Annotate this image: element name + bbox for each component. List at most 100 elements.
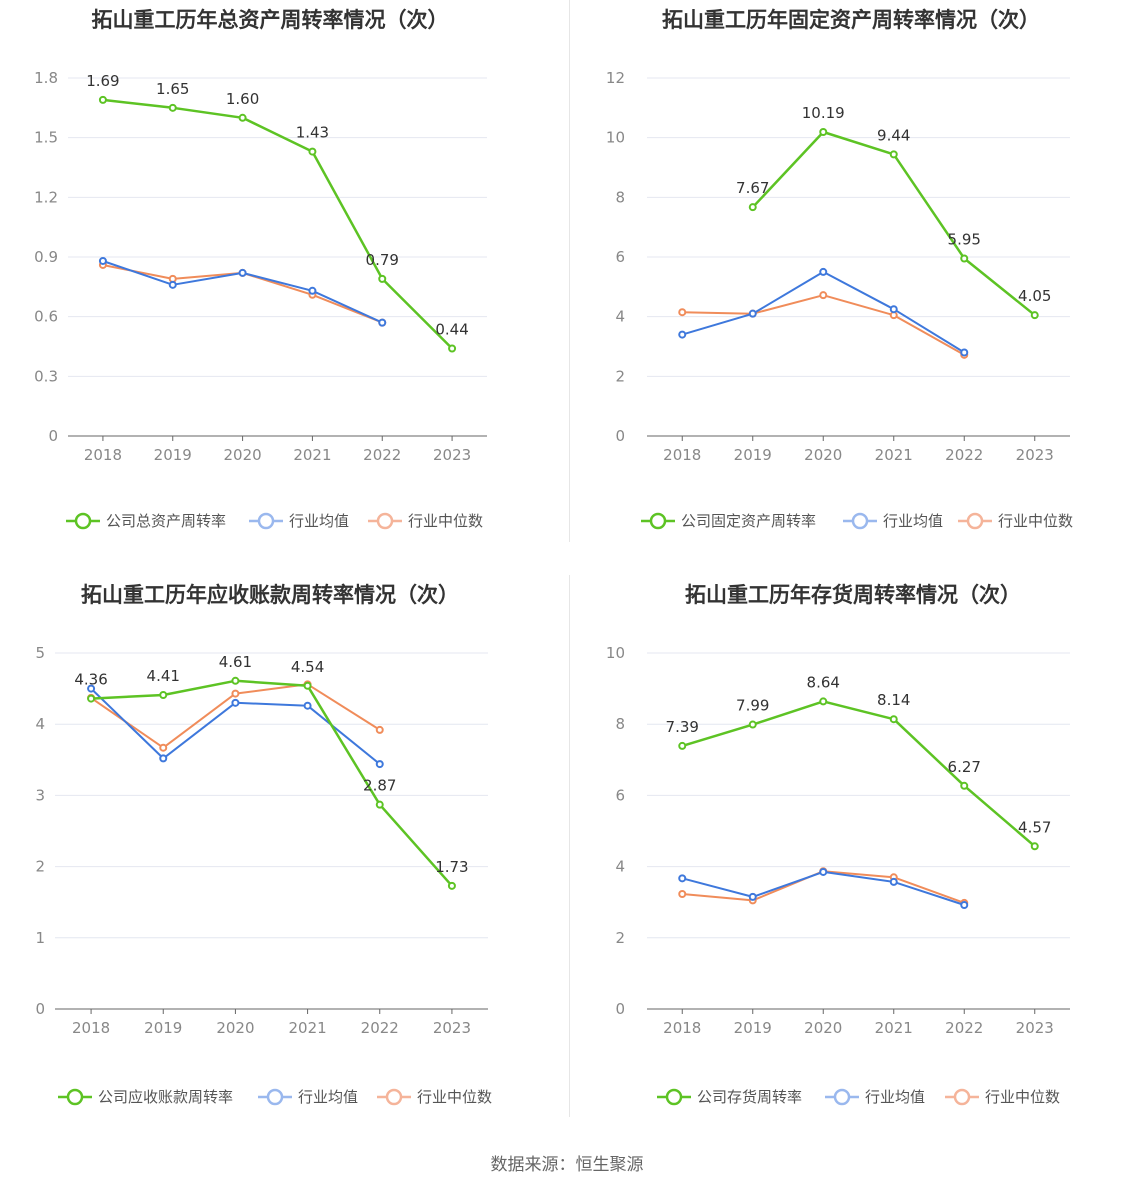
company-point[interactable] [889,715,898,724]
x-tick-label: 2023 [1016,1019,1054,1037]
x-tick-label: 2022 [363,446,401,464]
legend-item-company[interactable]: 公司存货周转率 [657,1088,802,1106]
industry-avg-point[interactable] [238,268,247,277]
y-tick-label: 2 [615,367,625,385]
industry-avg-point[interactable] [748,309,757,318]
legend-item-industry-avg[interactable]: 行业均值 [825,1088,925,1106]
industry-avg-point[interactable] [889,877,898,886]
industry-avg-point[interactable] [960,348,969,357]
industry-median-point[interactable] [678,308,687,317]
company-point[interactable] [819,127,828,136]
industry-median-point[interactable] [678,890,687,899]
data-label: 8.64 [807,673,840,691]
data-label: 4.57 [1018,818,1051,836]
industry-avg-point[interactable] [87,684,96,693]
industry-avg-point[interactable] [378,318,387,327]
legend-item-industry-avg[interactable]: 行业均值 [258,1088,358,1106]
industry-avg-point[interactable] [819,867,828,876]
company-point[interactable] [168,103,177,112]
x-tick-label: 2023 [433,446,471,464]
y-tick-label: 4 [35,715,45,733]
company-point[interactable] [87,694,96,703]
company-point[interactable] [378,274,387,283]
legend-item-industry-median[interactable]: 行业中位数 [945,1088,1060,1106]
legend-swatch-marker [649,512,667,530]
industry-avg-point[interactable] [308,286,317,295]
legend-swatch-marker [266,1088,284,1106]
x-tick-label: 2021 [288,1019,326,1037]
industry-avg-point[interactable] [303,701,312,710]
data-label: 7.99 [736,697,769,715]
legend-item-industry-median[interactable]: 行业中位数 [377,1088,492,1106]
company-line [91,679,453,887]
legend-item-company[interactable]: 公司固定资产周转率 [641,512,816,530]
company-point[interactable] [748,203,757,212]
company-point[interactable] [308,147,317,156]
data-label: 4.41 [147,667,180,685]
legend-swatch-marker [966,512,984,530]
legend-item-company[interactable]: 公司应收账款周转率 [58,1088,233,1106]
company-point[interactable] [819,697,828,706]
industry-avg-point[interactable] [819,267,828,276]
legend-item-industry-avg[interactable]: 行业均值 [249,512,349,530]
company-point[interactable] [678,741,687,750]
industry-median-point[interactable] [159,743,168,752]
company-point[interactable] [748,720,757,729]
company-point[interactable] [238,113,247,122]
company-point[interactable] [447,881,456,890]
data-label: 6.27 [948,758,981,776]
data-label: 0.79 [366,251,399,269]
x-tick-label: 2020 [223,446,261,464]
x-tick-label: 2021 [875,446,913,464]
industry-avg-point[interactable] [748,892,757,901]
company-point[interactable] [960,781,969,790]
data-label: 1.43 [296,124,329,142]
industry-avg-point[interactable] [159,754,168,763]
company-point[interactable] [98,95,107,104]
y-tick-label: 4 [615,858,625,876]
x-tick-label: 2022 [945,1019,983,1037]
company-point[interactable] [1030,311,1039,320]
company-point[interactable] [889,150,898,159]
company-point[interactable] [159,691,168,700]
panel-divider-top [569,0,570,542]
industry-median-point[interactable] [819,291,828,300]
y-tick-label: 4 [615,308,625,326]
y-tick-label: 2 [615,929,625,947]
industry-avg-point[interactable] [889,305,898,314]
legend-item-industry-median[interactable]: 行业中位数 [958,512,1073,530]
industry-median-point[interactable] [375,725,384,734]
data-label: 5.95 [948,230,981,248]
x-tick-label: 2023 [1016,446,1054,464]
industry-median-line [682,294,965,356]
y-tick-label: 6 [615,786,625,804]
company-point[interactable] [448,344,457,353]
industry-avg-point[interactable] [168,280,177,289]
industry-median-point[interactable] [231,689,240,698]
legend-swatch-marker [385,1088,403,1106]
data-label: 8.14 [877,691,910,709]
data-label: 2.87 [363,777,396,795]
legend-label: 行业中位数 [417,1088,492,1106]
legend-swatch-marker [74,512,92,530]
industry-avg-point[interactable] [375,760,384,769]
legend-item-industry-avg[interactable]: 行业均值 [843,512,943,530]
data-label: 10.19 [802,104,845,122]
legend-label: 公司固定资产周转率 [681,512,816,530]
industry-avg-point[interactable] [678,330,687,339]
company-point[interactable] [960,254,969,263]
industry-avg-point[interactable] [231,698,240,707]
industry-avg-point[interactable] [98,256,107,265]
chart-svg-inventory: 拓山重工历年存货周转率情况（次） 0 2 4 6 8 10 2018 2019 2020 2021 2… [606,583,1070,1106]
legend-label: 公司存货周转率 [697,1088,802,1106]
industry-avg-point[interactable] [678,874,687,883]
company-point[interactable] [375,800,384,809]
company-point[interactable] [231,676,240,685]
legend-swatch-marker [665,1088,683,1106]
legend-item-industry-median[interactable]: 行业中位数 [368,512,483,530]
industry-avg-point[interactable] [960,901,969,910]
legend-item-company[interactable]: 公司总资产周转率 [66,512,226,530]
company-point[interactable] [1030,842,1039,851]
y-tick-label: 1.5 [34,129,58,147]
company-point[interactable] [303,681,312,690]
